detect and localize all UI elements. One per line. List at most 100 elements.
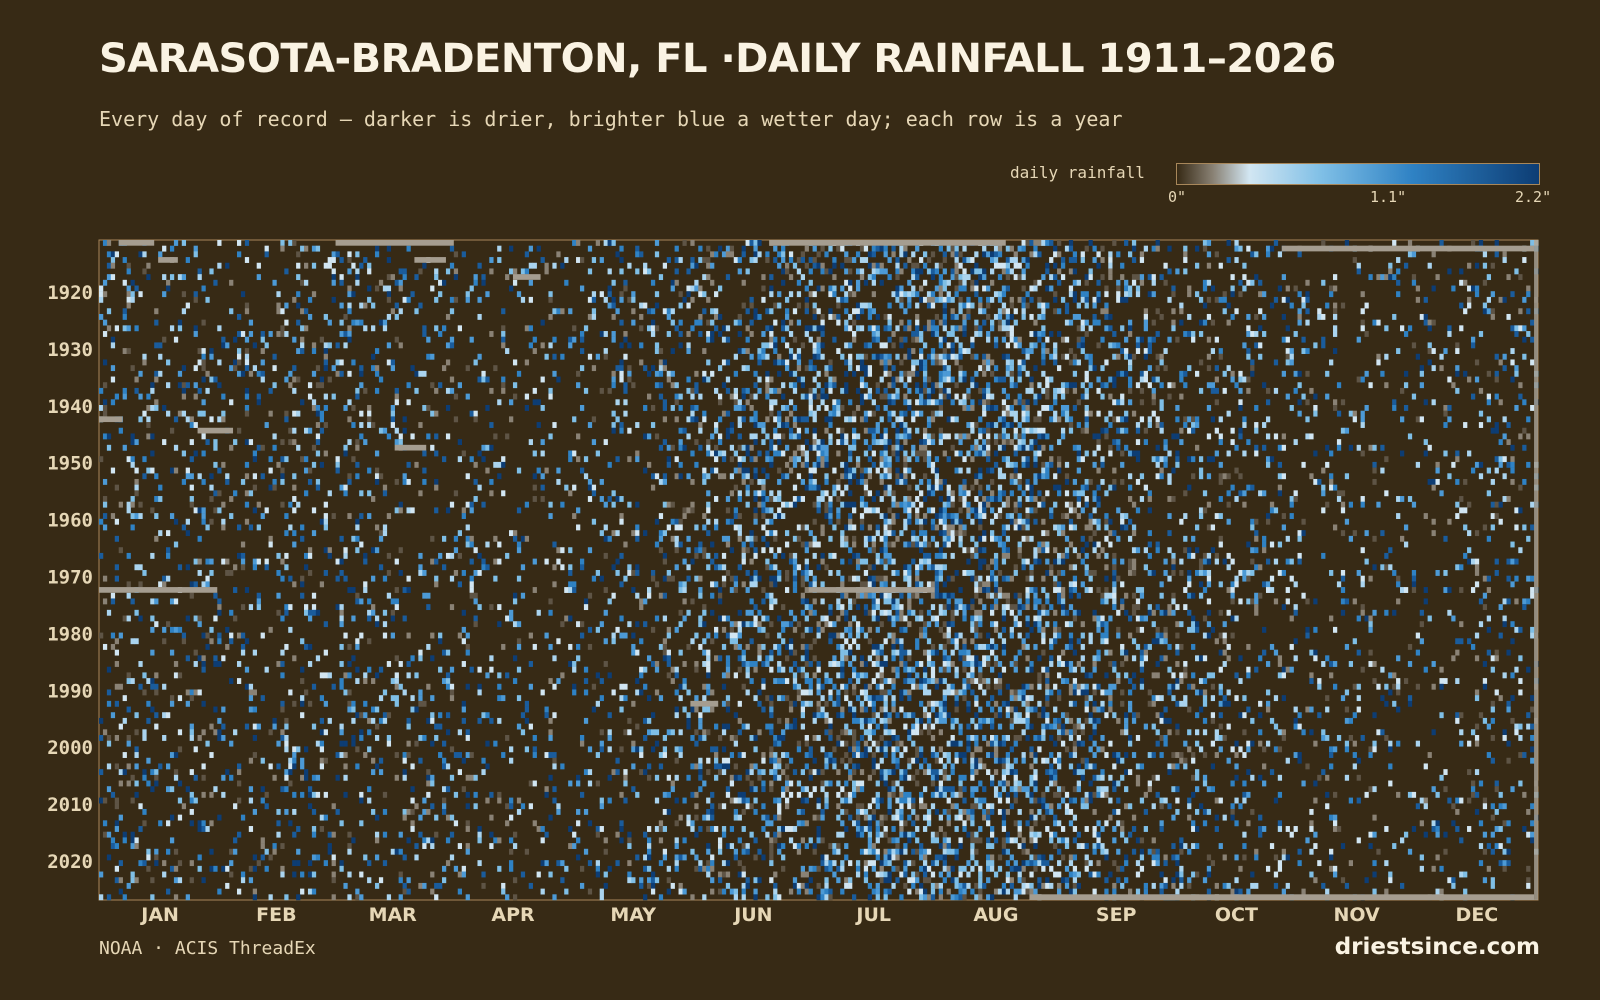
heatmap-cell bbox=[753, 370, 758, 377]
heatmap-cell bbox=[859, 365, 865, 372]
heatmap-cell bbox=[343, 547, 348, 554]
heatmap-cell bbox=[1025, 262, 1030, 269]
heatmap-cell bbox=[915, 518, 920, 525]
heatmap-cell bbox=[867, 507, 873, 514]
heatmap-cell bbox=[903, 336, 908, 343]
heatmap-cell bbox=[978, 427, 983, 434]
heatmap-cell bbox=[954, 393, 959, 400]
heatmap-cell bbox=[1427, 359, 1432, 366]
heatmap-cell bbox=[1072, 251, 1078, 258]
heatmap-cell bbox=[1478, 387, 1484, 394]
heatmap-cell bbox=[1064, 552, 1070, 559]
heatmap-cell bbox=[1037, 279, 1042, 286]
heatmap-cell bbox=[1187, 365, 1192, 372]
heatmap-cell bbox=[911, 530, 916, 537]
heatmap-cell bbox=[1147, 552, 1152, 559]
heatmap-cell bbox=[138, 513, 143, 519]
heatmap-cell bbox=[650, 325, 656, 332]
heatmap-cell bbox=[1187, 285, 1192, 292]
heatmap-cell bbox=[1049, 353, 1054, 360]
heatmap-cell bbox=[374, 370, 380, 377]
heatmap-cell bbox=[765, 473, 770, 480]
heatmap-cell bbox=[883, 558, 888, 565]
heatmap-cell bbox=[441, 325, 447, 332]
heatmap-cell bbox=[887, 359, 892, 366]
heatmap-cell bbox=[619, 268, 624, 275]
heatmap-cell bbox=[666, 444, 671, 451]
heatmap-cell bbox=[792, 433, 798, 440]
heatmap-cell bbox=[702, 291, 707, 298]
heatmap-cell bbox=[982, 547, 987, 554]
heatmap-cell bbox=[654, 251, 660, 258]
heatmap-cell bbox=[197, 268, 202, 275]
heatmap-cell bbox=[863, 365, 869, 372]
heatmap-cell bbox=[288, 370, 293, 377]
heatmap-cell bbox=[516, 575, 522, 582]
heatmap-cell bbox=[106, 308, 112, 315]
heatmap-cell bbox=[296, 251, 301, 258]
heatmap-cell bbox=[674, 245, 679, 252]
heatmap-cell bbox=[1116, 416, 1121, 423]
heatmap-cell bbox=[1084, 570, 1089, 576]
heatmap-cell bbox=[414, 274, 419, 281]
heatmap-cell bbox=[102, 410, 108, 417]
heatmap-cell bbox=[162, 575, 167, 582]
heatmap-cell bbox=[347, 302, 352, 309]
heatmap-cell bbox=[930, 359, 936, 366]
heatmap-cell bbox=[1124, 524, 1129, 531]
heatmap-cell bbox=[863, 467, 869, 474]
heatmap-cell bbox=[1388, 564, 1393, 571]
heatmap-cell bbox=[840, 285, 845, 292]
heatmap-cell bbox=[930, 325, 936, 332]
heatmap-cell bbox=[1187, 416, 1192, 423]
heatmap-cell bbox=[765, 530, 770, 537]
heatmap-cell bbox=[1092, 245, 1097, 252]
heatmap-cell bbox=[792, 552, 798, 559]
heatmap-cell bbox=[942, 285, 947, 292]
heatmap-cell bbox=[769, 285, 774, 292]
heatmap-cell bbox=[781, 268, 786, 275]
heatmap-cell bbox=[1360, 547, 1365, 554]
heatmap-cell bbox=[721, 382, 727, 389]
heatmap-cell bbox=[323, 262, 328, 269]
heatmap-cell bbox=[883, 575, 888, 582]
heatmap-cell bbox=[824, 564, 829, 571]
heatmap-cell bbox=[879, 353, 884, 360]
heatmap-cell bbox=[1029, 570, 1034, 576]
heatmap-cell bbox=[477, 376, 482, 383]
heatmap-cell bbox=[820, 461, 825, 468]
heatmap-cell bbox=[1187, 456, 1192, 463]
heatmap-cell bbox=[1151, 387, 1156, 394]
heatmap-cell bbox=[926, 581, 932, 588]
heatmap-cell bbox=[710, 433, 715, 440]
heatmap-cell bbox=[1053, 387, 1058, 394]
heatmap-cell bbox=[922, 296, 928, 303]
heatmap-cell bbox=[725, 433, 731, 440]
heatmap-cell bbox=[619, 552, 624, 559]
heatmap-cell bbox=[236, 359, 242, 366]
heatmap-cell bbox=[166, 382, 171, 389]
heatmap-cell bbox=[1510, 359, 1515, 366]
heatmap-cell bbox=[469, 541, 474, 548]
heatmap-cell bbox=[678, 541, 683, 548]
heatmap-cell bbox=[792, 461, 798, 468]
heatmap-cell bbox=[481, 274, 486, 281]
heatmap-cell bbox=[374, 285, 380, 292]
heatmap-cell bbox=[284, 416, 289, 423]
heatmap-cell bbox=[532, 262, 537, 269]
heatmap-cell bbox=[1467, 262, 1472, 269]
heatmap-cell bbox=[197, 570, 202, 576]
heatmap-cell bbox=[209, 518, 214, 525]
heatmap-cell bbox=[1021, 444, 1026, 451]
heatmap-cell bbox=[926, 393, 932, 400]
heatmap-cell bbox=[773, 302, 778, 309]
heatmap-cell bbox=[627, 342, 632, 349]
heatmap-cell bbox=[761, 274, 766, 281]
heatmap-cell bbox=[1053, 393, 1058, 400]
heatmap-cell bbox=[252, 450, 257, 457]
heatmap-cell bbox=[1510, 478, 1515, 485]
heatmap-cell bbox=[1356, 262, 1361, 269]
heatmap-cell bbox=[1009, 461, 1014, 468]
heatmap-cell bbox=[875, 405, 880, 411]
heatmap-cell bbox=[986, 496, 991, 502]
